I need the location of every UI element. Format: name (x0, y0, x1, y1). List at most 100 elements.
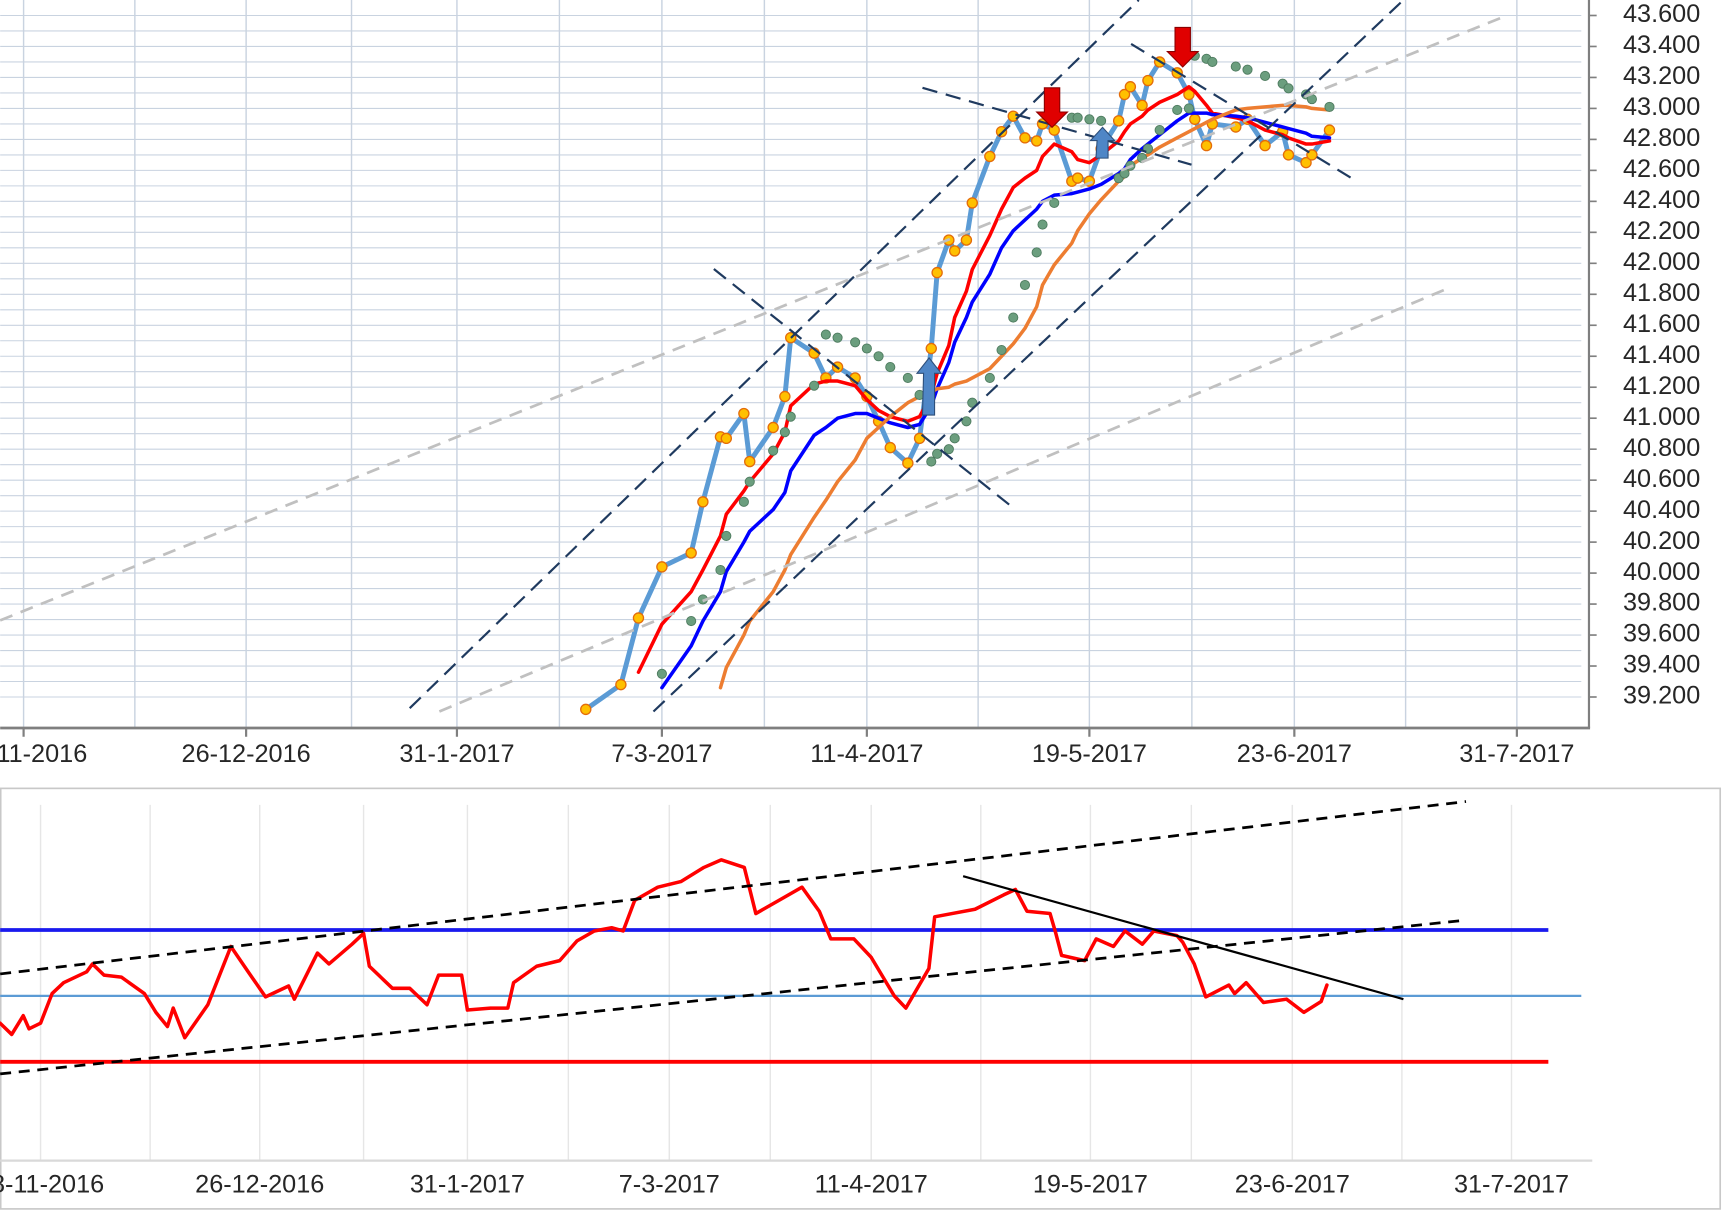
marker (1019, 132, 1031, 144)
trend-line (0, 15, 1505, 622)
sar-dot (949, 433, 960, 444)
trend-line (438, 286, 1451, 713)
sar-dot (1172, 104, 1183, 116)
marker (1306, 149, 1318, 161)
marker (697, 496, 709, 508)
sar-dot (686, 616, 697, 627)
marker (1136, 99, 1148, 112)
marker (615, 678, 627, 691)
trend-line (408, 0, 1140, 709)
buy-arrow (1089, 126, 1116, 159)
y-tick-label: 41.200 (1623, 372, 1700, 400)
sar-dot (1242, 64, 1253, 75)
x-tick-label: 18-11-2016 (0, 740, 87, 768)
marker (767, 421, 779, 434)
series-line (718, 103, 1332, 690)
marker (1323, 124, 1336, 136)
sar-dot (715, 564, 726, 576)
marker (1300, 156, 1312, 169)
x-tick-label: 7-3-2017 (619, 1171, 720, 1199)
sar-dot (1260, 70, 1271, 81)
marker (1282, 149, 1295, 161)
trend-line (962, 875, 1404, 1001)
sell-arrow (1035, 87, 1069, 129)
marker (656, 561, 668, 573)
marker (744, 455, 756, 468)
marker (948, 245, 961, 257)
x-tick-label: 26-12-2016 (182, 740, 311, 768)
sar-dot (1183, 103, 1194, 114)
marker (1259, 139, 1271, 152)
x-tick-label: 26-12-2016 (195, 1171, 324, 1199)
y-tick-label: 39.800 (1623, 589, 1700, 617)
y-tick-label: 43.600 (1623, 0, 1700, 28)
marker (1142, 74, 1154, 87)
y-tick-label: 42.000 (1623, 248, 1700, 276)
y-tick-label: 40.400 (1623, 496, 1700, 524)
marker (1200, 139, 1213, 152)
x-tick-label: 23-6-2017 (1235, 1171, 1350, 1199)
sar-dot (1324, 101, 1335, 112)
data-layer (0, 50, 1582, 1064)
lower-panel-frame (0, 787, 1722, 1210)
y-tick-label: 42.200 (1623, 217, 1700, 245)
marker (779, 390, 791, 403)
sar-dot (1154, 125, 1165, 136)
y-tick-label: 40.800 (1623, 434, 1700, 462)
sar-dot (885, 362, 896, 373)
x-tick-label: 18-11-2016 (0, 1171, 104, 1199)
y-tick-label: 41.400 (1623, 341, 1700, 369)
sar-dot (873, 351, 884, 362)
sar-dot (850, 337, 861, 348)
marker (632, 612, 645, 624)
marker (1118, 88, 1131, 101)
sar-dot (832, 332, 843, 343)
marker (931, 266, 943, 279)
sell-arrow (1166, 26, 1200, 68)
trend-line (1130, 42, 1354, 180)
y-tick-label: 42.800 (1623, 124, 1700, 152)
marker (925, 342, 937, 355)
sar-dot (1031, 247, 1042, 258)
marker (902, 457, 914, 469)
sar-dot (1096, 115, 1107, 126)
trend-line (713, 268, 1014, 509)
sar-dot (902, 372, 913, 383)
marker (960, 234, 973, 246)
sar-dot (656, 668, 667, 679)
sar-dot (744, 476, 755, 487)
sar-dot (926, 456, 937, 467)
series-line (583, 59, 1332, 712)
y-tick-label: 39.200 (1623, 682, 1700, 710)
marker (995, 125, 1008, 138)
x-tick-label: 31-7-2017 (1454, 1171, 1569, 1199)
marker (738, 407, 750, 420)
sar-dot (961, 416, 972, 427)
sar-dot (943, 444, 954, 455)
marker (580, 703, 592, 716)
sar-dot (779, 427, 790, 438)
x-tick-label: 19-5-2017 (1033, 1171, 1148, 1199)
sar-dot (768, 445, 779, 456)
sar-dot (1230, 61, 1241, 72)
marker (884, 441, 896, 454)
trend-line (0, 800, 1467, 976)
x-tick-label: 11-4-2017 (815, 1171, 928, 1199)
y-tick-label: 41.000 (1623, 403, 1700, 431)
trend-lines (0, 0, 1505, 1076)
marker (1124, 81, 1137, 93)
sar-dot (1283, 83, 1294, 94)
x-tick-label: 31-1-2017 (399, 740, 514, 768)
sar-dot (984, 372, 995, 383)
sar-dot (820, 329, 831, 340)
sar-dot (861, 343, 872, 354)
marker (720, 432, 733, 445)
y-tick-label: 39.400 (1623, 651, 1700, 679)
y-tick-label: 40.200 (1623, 527, 1700, 555)
sar-dot (785, 411, 796, 422)
x-tick-label: 31-1-2017 (410, 1171, 525, 1199)
sar-dot (1037, 219, 1048, 230)
